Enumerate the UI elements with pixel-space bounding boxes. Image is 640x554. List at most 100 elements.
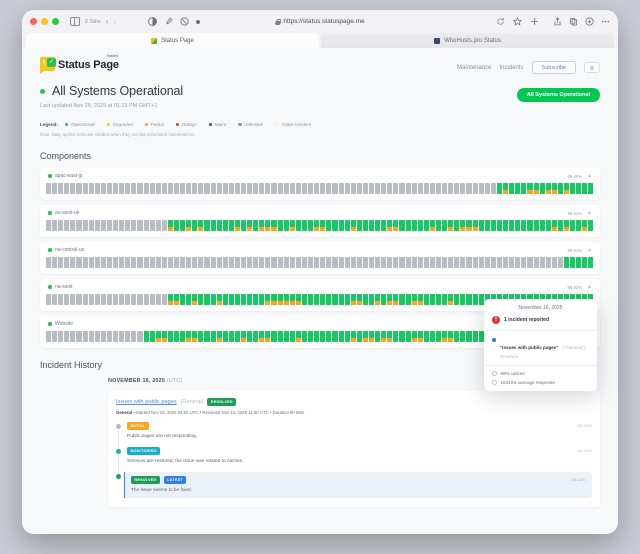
- uptime-tick[interactable]: [204, 331, 210, 342]
- uptime-tick[interactable]: [180, 183, 186, 194]
- uptime-tick[interactable]: [582, 183, 588, 194]
- uptime-tick[interactable]: [362, 183, 368, 194]
- uptime-tick[interactable]: [484, 220, 490, 231]
- uptime-tick[interactable]: [271, 220, 277, 231]
- uptime-tick[interactable]: [277, 294, 283, 305]
- uptime-tick[interactable]: [423, 294, 429, 305]
- uptime-tick[interactable]: [100, 294, 106, 305]
- uptime-tick[interactable]: [167, 220, 173, 231]
- uptime-tick[interactable]: [356, 257, 362, 268]
- uptime-tick[interactable]: [204, 220, 210, 231]
- uptime-tick[interactable]: [76, 183, 82, 194]
- downloads-icon[interactable]: [585, 17, 594, 26]
- uptime-tick[interactable]: [509, 257, 515, 268]
- uptime-tick[interactable]: [588, 183, 594, 194]
- uptime-tick[interactable]: [70, 183, 76, 194]
- uptime-tick[interactable]: [423, 257, 429, 268]
- uptime-tick[interactable]: [448, 257, 454, 268]
- uptime-tick[interactable]: [387, 257, 393, 268]
- uptime-tick[interactable]: [490, 183, 496, 194]
- uptime-tick[interactable]: [295, 257, 301, 268]
- sidebar-toggle-icon[interactable]: [70, 17, 80, 26]
- uptime-tick[interactable]: [222, 183, 228, 194]
- uptime-tick[interactable]: [442, 257, 448, 268]
- uptime-tick[interactable]: [283, 331, 289, 342]
- uptime-tick[interactable]: [509, 220, 515, 231]
- uptime-tick[interactable]: [88, 331, 94, 342]
- uptime-tick[interactable]: [82, 257, 88, 268]
- uptime-tick[interactable]: [576, 183, 582, 194]
- uptime-tick[interactable]: [155, 183, 161, 194]
- uptime-tick[interactable]: [478, 183, 484, 194]
- uptime-tick[interactable]: [137, 294, 143, 305]
- address-bar[interactable]: https://status.statuspage.me: [275, 18, 365, 25]
- uptime-tick[interactable]: [387, 183, 393, 194]
- uptime-tick[interactable]: [173, 257, 180, 268]
- close-window-button[interactable]: [30, 18, 37, 25]
- uptime-tick[interactable]: [167, 331, 173, 342]
- uptime-tick[interactable]: [88, 294, 94, 305]
- uptime-tick[interactable]: [271, 331, 277, 342]
- uptime-tick[interactable]: [198, 257, 204, 268]
- uptime-tick[interactable]: [484, 183, 490, 194]
- uptime-tick[interactable]: [192, 294, 198, 305]
- uptime-tick[interactable]: [436, 257, 442, 268]
- uptime-tick[interactable]: [503, 183, 509, 194]
- uptime-tick[interactable]: [521, 183, 527, 194]
- uptime-tick[interactable]: [94, 257, 100, 268]
- tab-whohosts-status[interactable]: WhoHosts.pro Status: [321, 33, 614, 48]
- uptime-tick[interactable]: [149, 257, 155, 268]
- uptime-tick[interactable]: [131, 331, 137, 342]
- uptime-tick[interactable]: [204, 294, 210, 305]
- uptime-tick[interactable]: [521, 257, 527, 268]
- eyedropper-icon[interactable]: [164, 17, 173, 26]
- uptime-tick[interactable]: [472, 294, 478, 305]
- copy-icon[interactable]: [569, 17, 578, 26]
- uptime-tick[interactable]: [308, 183, 314, 194]
- more-options-icon[interactable]: [601, 17, 610, 26]
- uptime-tick[interactable]: [259, 331, 265, 342]
- uptime-tick[interactable]: [82, 331, 88, 342]
- uptime-tick[interactable]: [88, 183, 94, 194]
- uptime-tick[interactable]: [417, 294, 423, 305]
- uptime-tick[interactable]: [442, 220, 448, 231]
- uptime-tick[interactable]: [82, 183, 88, 194]
- uptime-tick[interactable]: [277, 257, 283, 268]
- uptime-tick[interactable]: [344, 331, 350, 342]
- uptime-tick[interactable]: [375, 257, 381, 268]
- uptime-tick[interactable]: [198, 220, 204, 231]
- shield-icon[interactable]: [180, 17, 189, 26]
- uptime-tick[interactable]: [155, 257, 161, 268]
- uptime-tick[interactable]: [70, 294, 76, 305]
- uptime-tick[interactable]: [277, 183, 283, 194]
- uptime-tick[interactable]: [228, 220, 234, 231]
- uptime-tick[interactable]: [216, 183, 222, 194]
- uptime-tick-bar[interactable]: [46, 257, 594, 268]
- uptime-tick[interactable]: [436, 183, 442, 194]
- uptime-tick[interactable]: [527, 257, 533, 268]
- uptime-tick[interactable]: [570, 220, 576, 231]
- uptime-tick[interactable]: [423, 183, 429, 194]
- incident-title-link[interactable]: Issues with public pages: [116, 399, 177, 405]
- uptime-tick-bar[interactable]: [46, 220, 594, 231]
- uptime-tick[interactable]: [94, 294, 100, 305]
- uptime-tick[interactable]: [490, 257, 496, 268]
- uptime-tick[interactable]: [557, 220, 563, 231]
- uptime-tick[interactable]: [247, 183, 253, 194]
- uptime-tick[interactable]: [466, 294, 472, 305]
- chevron-up-icon[interactable]: ▲: [587, 209, 592, 216]
- uptime-tick[interactable]: [454, 331, 460, 342]
- uptime-tick[interactable]: [533, 257, 539, 268]
- minimize-window-button[interactable]: [41, 18, 48, 25]
- uptime-tick[interactable]: [393, 331, 399, 342]
- uptime-tick[interactable]: [58, 220, 64, 231]
- uptime-tick[interactable]: [301, 220, 308, 231]
- uptime-tick[interactable]: [503, 220, 509, 231]
- uptime-tick[interactable]: [295, 220, 301, 231]
- uptime-tick[interactable]: [241, 257, 247, 268]
- uptime-tick[interactable]: [496, 220, 503, 231]
- uptime-tick[interactable]: [314, 331, 320, 342]
- uptime-tick[interactable]: [277, 220, 283, 231]
- uptime-tick[interactable]: [265, 257, 271, 268]
- uptime-tick[interactable]: [454, 257, 460, 268]
